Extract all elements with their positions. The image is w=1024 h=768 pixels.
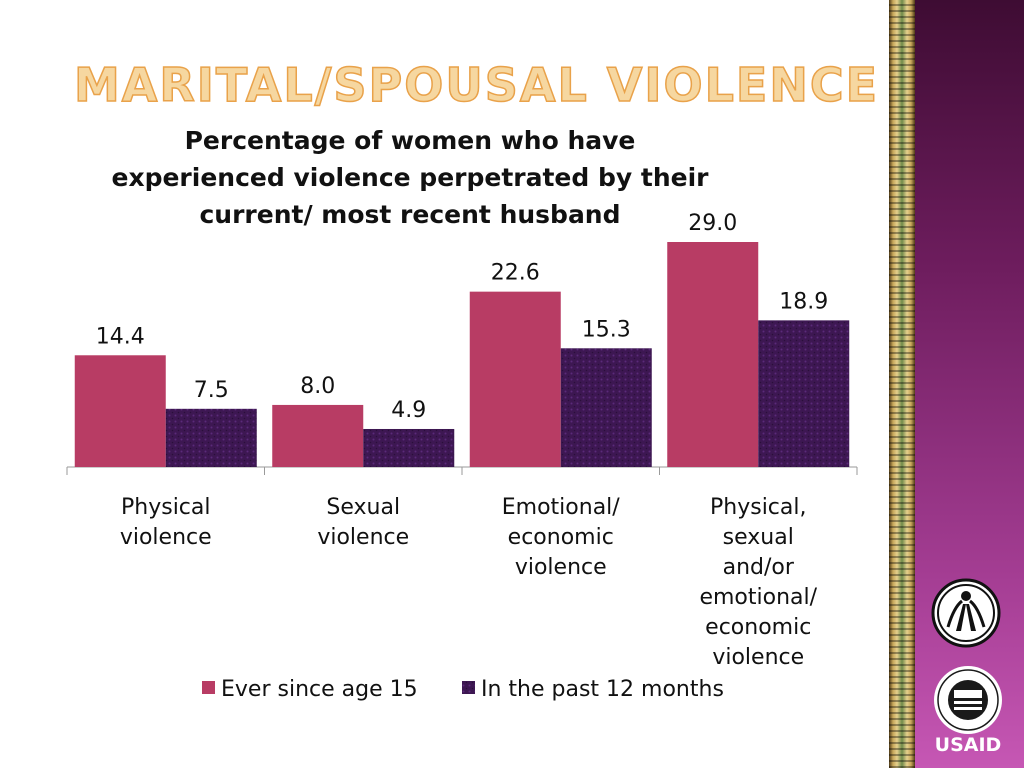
category-label: emotional/ [699, 585, 817, 610]
bar-chart: 14.4 7.5 Physical violence 8.0 4.9 Sexual viole… [66, 211, 858, 702]
bar-past-12-months [165, 408, 257, 467]
category-label: economic [508, 525, 614, 550]
legend-swatch [202, 681, 215, 694]
bar-ever-since-15 [667, 242, 759, 467]
category-label: Physical, [710, 495, 807, 520]
usaid-seal-icon [934, 666, 1002, 734]
category-label: Sexual [326, 495, 400, 520]
data-label: 4.9 [391, 398, 426, 423]
data-label: 14.4 [96, 324, 145, 349]
category-label: Physical [121, 495, 211, 520]
slide-title: MARITAL/SPOUSAL VIOLENCE [73, 57, 880, 113]
decorative-border [889, 0, 915, 768]
bar-past-12-months [560, 348, 652, 467]
legend-label: Ever since age 15 [221, 677, 418, 702]
figures-circle-icon [931, 578, 1001, 648]
bar-past-12-months [363, 428, 455, 467]
data-label: 18.9 [779, 289, 828, 314]
legend-label: In the past 12 months [481, 677, 724, 702]
data-label: 7.5 [194, 378, 229, 403]
data-label: 29.0 [688, 211, 737, 236]
usaid-wordmark: USAID [934, 734, 1002, 756]
category-label: and/or [723, 555, 795, 580]
usaid-logo: USAID [925, 662, 1011, 762]
chart-title: Percentage of women who have experienced… [111, 126, 709, 229]
category-label: sexual [723, 525, 794, 550]
category-label: Emotional/ [502, 495, 621, 520]
data-label: 15.3 [582, 317, 631, 342]
bar-ever-since-15 [74, 355, 166, 467]
data-label: 22.6 [491, 261, 540, 286]
bar-ever-since-15 [272, 404, 364, 467]
category-label: violence [317, 525, 409, 550]
legend-swatch [462, 681, 475, 694]
category-label: economic [705, 615, 811, 640]
category-label: violence [515, 555, 607, 580]
bar-ever-since-15 [469, 291, 561, 467]
side-panel [915, 0, 1024, 768]
category-label: violence [120, 525, 212, 550]
category-label: violence [712, 645, 804, 670]
data-label: 8.0 [300, 374, 335, 399]
bar-past-12-months [758, 320, 850, 467]
